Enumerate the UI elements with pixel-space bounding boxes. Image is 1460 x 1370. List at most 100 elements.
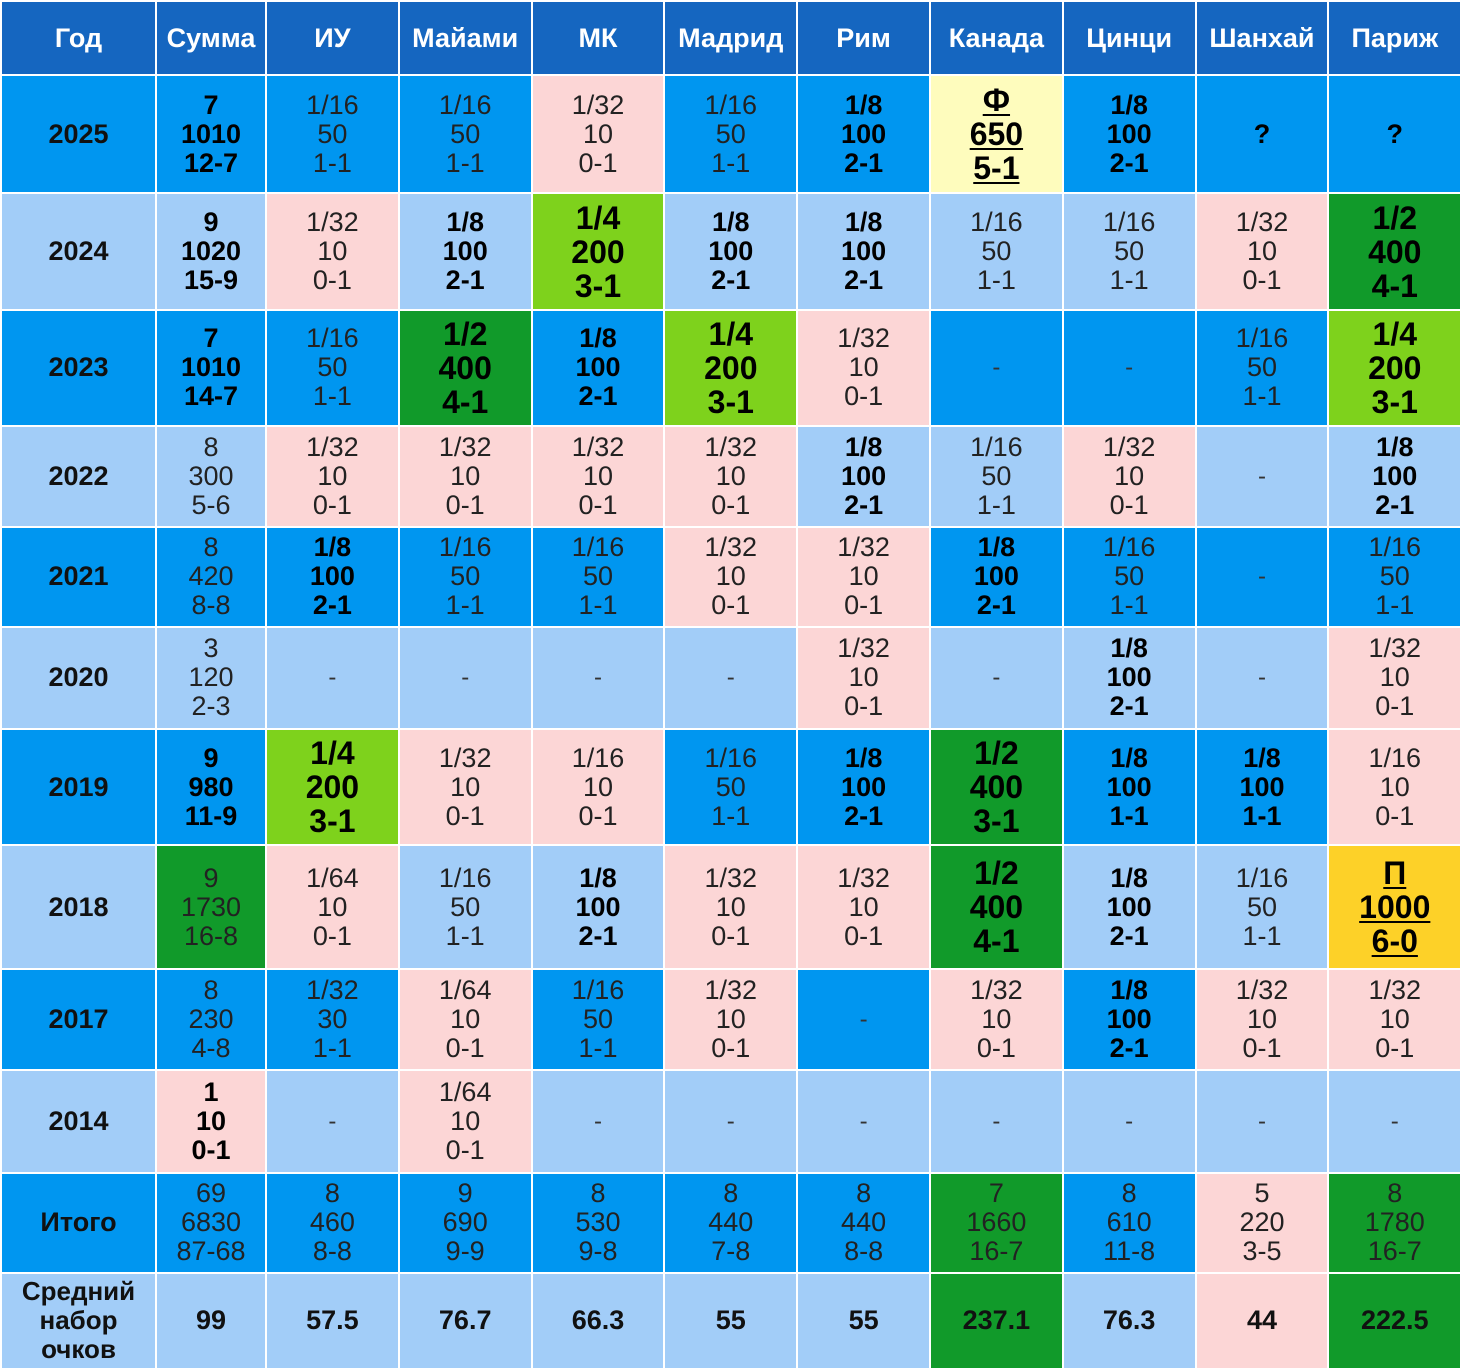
cell-line: 0-1 (578, 489, 618, 520)
cell-line: 120 (188, 662, 234, 693)
cell-line: 8 (203, 532, 219, 563)
result-cell: 1/64 10 0-1 (265, 844, 400, 971)
table-row: 2019 9 980 11-9 1/4 200 3-1 1/32 10 0-1 1/16 10 0-1 1… (0, 727, 1460, 847)
cell-line: 1-1 (445, 147, 485, 178)
result-cell: 7 1660 16-7 (928, 1171, 1064, 1274)
cell-line: 1/32 (1368, 975, 1422, 1006)
cell-line: 1/4 (310, 735, 355, 772)
cell-line: 6-0 (1371, 923, 1418, 960)
cell-line: 1010 (180, 352, 242, 383)
result-cell: 9 980 11-9 (155, 727, 267, 847)
table-row: 2017 8 230 4-8 1/32 30 1-1 1/64 10 0-1 1/16 50 1-1 1/… (0, 968, 1460, 1072)
cell-line: 980 (188, 771, 234, 802)
result-cell: 1/16 50 1-1 (265, 73, 400, 195)
result-cell: 1/16 50 1-1 (663, 727, 799, 847)
cell-line: 50 (1246, 352, 1277, 383)
cell-line: 10 (582, 771, 614, 802)
result-cell: 1/16 50 1-1 (397, 844, 533, 971)
result-cell: 1/16 50 1-1 (1061, 525, 1197, 628)
cell-line: 0-1 (711, 920, 751, 951)
cell-line: 530 (575, 1207, 621, 1238)
cell-line: 4-8 (191, 1033, 231, 1064)
result-cell: 3 120 2-3 (155, 625, 267, 730)
cell-line: 0-1 (1242, 265, 1282, 296)
cell-line: 9 (203, 742, 219, 773)
cell-line: 1/8 (1110, 862, 1148, 893)
cell-line: 0-1 (445, 800, 485, 831)
result-cell: - (796, 1069, 931, 1174)
result-cell: 1/32 10 0-1 (265, 192, 400, 312)
average-cell: 57.5 (265, 1271, 400, 1370)
result-cell: 1/16 10 0-1 (530, 727, 666, 847)
cell-line: 1/32 (837, 862, 890, 893)
table-row: 2014 1 10 0-1-1/64 10 0-1- - - - - - - (0, 1069, 1460, 1174)
cell-line: 1-1 (1109, 800, 1149, 831)
result-cell: - (928, 309, 1064, 427)
result-cell: 1/8 100 2-1 (663, 192, 799, 312)
result-cell: 1/16 50 1-1 (397, 525, 533, 628)
result-cell: ? (1194, 73, 1330, 195)
cell-line: 0-1 (578, 147, 618, 178)
average-row: Средний набор очков 99 57.5 76.7 66.3 55 55 237… (0, 1271, 1460, 1370)
result-cell: 5 220 3-5 (1194, 1171, 1330, 1274)
cell-line: 0-1 (711, 590, 751, 621)
cell-line: 10 (195, 1106, 227, 1137)
header-rome: Рим (796, 0, 931, 76)
result-cell: 1/8 100 2-1 (530, 844, 666, 971)
cell-line: 10 (450, 460, 481, 491)
cell-line: 69 (195, 1178, 227, 1209)
cell-line: 1-1 (1109, 265, 1149, 296)
cell-line: 2-1 (976, 590, 1016, 621)
result-cell: П 1000 6-0 (1327, 844, 1460, 971)
cell-line: 1/32 (704, 532, 758, 563)
cell-line: 10 (582, 118, 614, 149)
cell-line: 7 (203, 89, 219, 120)
result-cell: 1/32 10 0-1 (397, 727, 533, 847)
cell-line: ? (1253, 118, 1271, 149)
cell-line: 50 (450, 891, 481, 922)
cell-line: 10 (317, 891, 348, 922)
cell-line: 1/16 (704, 742, 758, 773)
cell-line: 10 (981, 1004, 1012, 1035)
result-cell: 8 230 4-8 (155, 968, 267, 1072)
cell-line: 9 (203, 862, 219, 893)
cell-line: 1-1 (1242, 800, 1282, 831)
cell-line: 5 (1254, 1178, 1270, 1209)
result-cell: 1/32 10 0-1 (928, 968, 1064, 1072)
result-cell: 1/8 100 2-1 (796, 727, 931, 847)
cell-line: 100 (841, 460, 887, 491)
result-cell: 9 1730 16-8 (155, 844, 267, 971)
cell-line: 2-1 (1375, 489, 1415, 520)
result-cell: 1 10 0-1 (155, 1069, 267, 1174)
cell-line: 1/16 (704, 89, 758, 120)
cell-line: 2-1 (844, 800, 884, 831)
result-cell: 1/16 50 1-1 (663, 73, 799, 195)
cell-line: 100 (309, 561, 355, 592)
cell-line: Ф (982, 82, 1011, 119)
cell-line: 8 (590, 1178, 606, 1209)
cell-line: 200 (571, 233, 625, 270)
cell-line: 100 (1106, 118, 1152, 149)
cell-line: 8 (203, 975, 219, 1006)
result-cell: 8 300 5-6 (155, 424, 267, 528)
cell-line: 1/4 (708, 315, 754, 352)
result-cell: 1/4 200 3-1 (530, 192, 666, 312)
average-cell: 76.3 (1061, 1271, 1197, 1370)
cell-line: 6830 (180, 1207, 242, 1238)
cell-line: - (992, 354, 1001, 382)
cell-line: 610 (1106, 1207, 1152, 1238)
cell-line: 2-1 (578, 920, 618, 951)
cell-line: - (1257, 1108, 1266, 1136)
cell-line: 10 (450, 1106, 481, 1137)
cell-line: 8 (723, 1178, 739, 1209)
cell-line: 1/8 (313, 532, 352, 563)
result-cell: - (1061, 309, 1197, 427)
cell-line: 50 (1379, 561, 1410, 592)
cell-line: - (1257, 563, 1266, 591)
cell-line: 1/8 (977, 532, 1016, 563)
cell-line: 0-1 (1375, 800, 1415, 831)
row-label: 2023 (0, 309, 157, 427)
cell-line: 100 (973, 561, 1019, 592)
cell-line: 3-5 (1242, 1236, 1282, 1267)
cell-line: 1/8 (1243, 742, 1281, 773)
